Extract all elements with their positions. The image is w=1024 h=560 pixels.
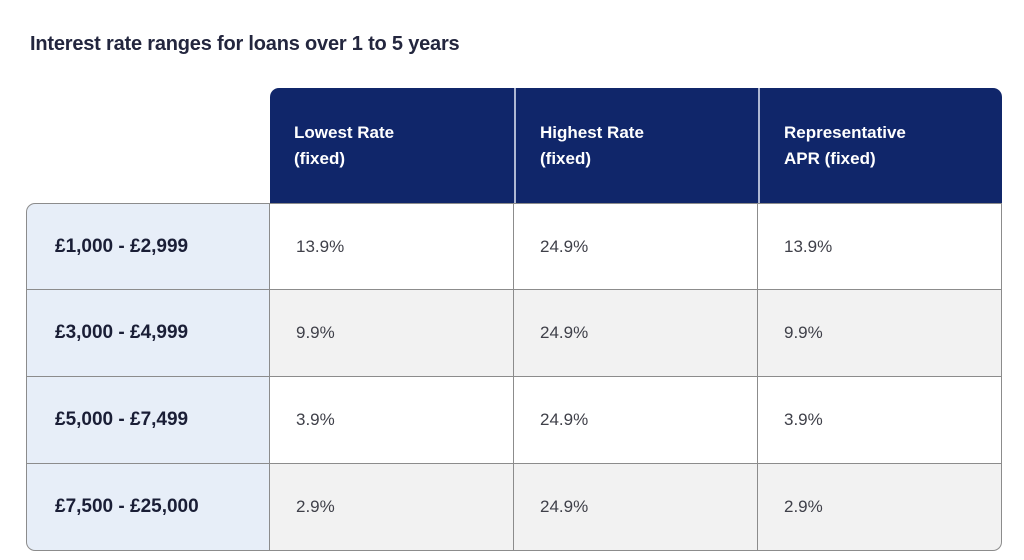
- table-row: £5,000 - £7,499 3.9% 24.9% 3.9%: [26, 377, 1002, 464]
- column-header-lowest-rate: Lowest Rate (fixed): [270, 88, 514, 203]
- loan-range-cell: £5,000 - £7,499: [26, 377, 270, 464]
- interest-rates-table: Lowest Rate (fixed) Highest Rate (fixed)…: [26, 88, 1002, 551]
- column-header-representative-apr: Representative APR (fixed): [758, 88, 1002, 203]
- loan-range-cell: £3,000 - £4,999: [26, 290, 270, 377]
- lowest-rate-cell: 2.9%: [270, 464, 514, 551]
- blank-corner-cell: [26, 88, 270, 203]
- lowest-rate-cell: 3.9%: [270, 377, 514, 464]
- table-row: £7,500 - £25,000 2.9% 24.9% 2.9%: [26, 464, 1002, 551]
- page-title: Interest rate ranges for loans over 1 to…: [30, 33, 460, 55]
- representative-apr-cell: 2.9%: [758, 464, 1002, 551]
- highest-rate-cell: 24.9%: [514, 290, 758, 377]
- column-header-highest-rate: Highest Rate (fixed): [514, 88, 758, 203]
- table-row: £1,000 - £2,999 13.9% 24.9% 13.9%: [26, 203, 1002, 290]
- header-row: Lowest Rate (fixed) Highest Rate (fixed)…: [26, 88, 1002, 203]
- lowest-rate-cell: 9.9%: [270, 290, 514, 377]
- highest-rate-cell: 24.9%: [514, 464, 758, 551]
- loan-range-cell: £7,500 - £25,000: [26, 464, 270, 551]
- highest-rate-cell: 24.9%: [514, 377, 758, 464]
- lowest-rate-cell: 13.9%: [270, 203, 514, 290]
- highest-rate-cell: 24.9%: [514, 203, 758, 290]
- loan-range-cell: £1,000 - £2,999: [26, 203, 270, 290]
- representative-apr-cell: 9.9%: [758, 290, 1002, 377]
- representative-apr-cell: 3.9%: [758, 377, 1002, 464]
- table-row: £3,000 - £4,999 9.9% 24.9% 9.9%: [26, 290, 1002, 377]
- representative-apr-cell: 13.9%: [758, 203, 1002, 290]
